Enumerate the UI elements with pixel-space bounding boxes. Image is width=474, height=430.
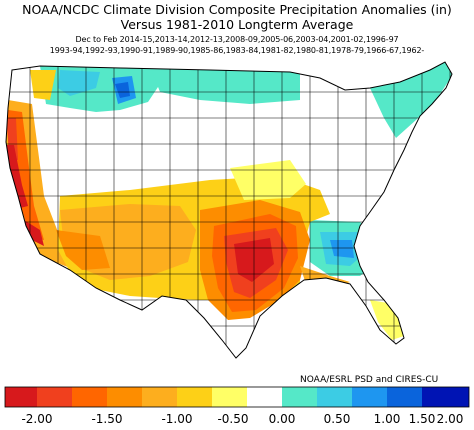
region-plus-050 <box>150 66 300 104</box>
legend-swatch-zero <box>247 387 282 407</box>
region-minus-075 <box>30 70 56 100</box>
legend-tick-label: -0.50 <box>217 412 248 426</box>
legend-tick-label: 0.00 <box>269 412 296 426</box>
us-outline <box>5 61 453 359</box>
legend-swatch-plus-100 <box>352 387 387 407</box>
legend-tick-label: 1.00 <box>374 412 401 426</box>
legend-swatch-minus-150 <box>72 387 107 407</box>
region-minus-200 <box>6 145 28 208</box>
legend-tick-label: -1.00 <box>161 412 192 426</box>
legend-swatch-plus-050 <box>282 387 317 407</box>
legend-swatch-minus-050 <box>212 387 247 407</box>
legend-swatch-plus-075 <box>317 387 352 407</box>
data-credit: NOAA/ESRL PSD and CIRES-CU <box>300 375 439 385</box>
legend-tick-label: 2.00 <box>437 412 464 426</box>
season-list-line-1: Dec to Feb 2014-15,2013-14,2012-13,2008-… <box>75 35 399 44</box>
legend-swatch-minus-100 <box>142 387 177 407</box>
legend-swatch-minus-175 <box>37 387 72 407</box>
legend-swatch-plus-200 <box>422 387 469 407</box>
legend-tick-label: -2.00 <box>21 412 52 426</box>
legend-tick-label: 1.50 <box>409 412 436 426</box>
precipitation-anomaly-map <box>5 61 453 359</box>
map-title-line-2: Versus 1981-2010 Longterm Average <box>120 17 354 32</box>
legend-frame <box>4 386 470 408</box>
region-minus-125 <box>56 230 110 270</box>
legend-swatch-minus-200 <box>5 387 37 407</box>
region-minus-200 <box>24 220 44 246</box>
region-plus-150 <box>115 82 130 98</box>
color-legend: -2.00 -1.50 -1.00 -0.50 0.00 0.50 1.00 1… <box>4 386 470 426</box>
legend-swatch-minus-125 <box>107 387 142 407</box>
legend-swatch-plus-150 <box>387 387 422 407</box>
season-list-line-2: 1993-94,1992-93,1990-91,1989-90,1985-86,… <box>49 46 425 55</box>
legend-tick-label: -1.50 <box>91 412 122 426</box>
legend-swatch-minus-075 <box>177 387 212 407</box>
legend-tick-label: 0.50 <box>324 412 351 426</box>
map-title-line-1: NOAA/NCDC Climate Division Composite Pre… <box>22 2 452 17</box>
region-plus-050 <box>370 62 452 138</box>
region-plus-100 <box>330 240 354 258</box>
region-plus-075 <box>58 70 100 96</box>
